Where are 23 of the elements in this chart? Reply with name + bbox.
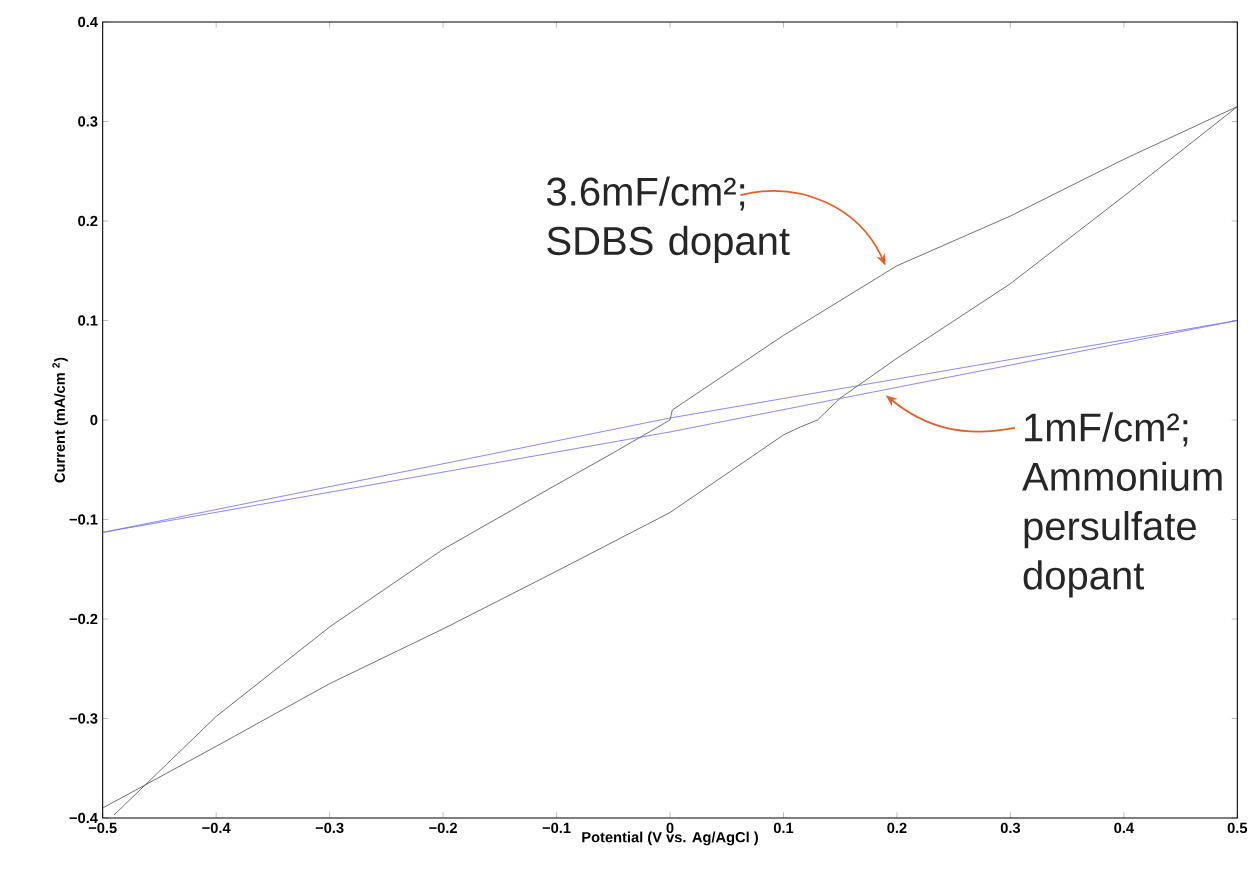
y-tick-label: 0.1 [78, 315, 98, 326]
x-tick-label: −0.5 [88, 822, 117, 834]
y-tick-label: 0.4 [78, 16, 98, 28]
y-tick-label: 0 [90, 414, 98, 426]
x-tick-label: 0.4 [1114, 822, 1134, 834]
y-tick-label: −0.3 [69, 713, 98, 724]
y-axis-title: Current (mA/cm $^{2}$) [52, 357, 68, 483]
x-tick-label: −0.2 [429, 822, 457, 834]
x-tick-label: 0.5 [1227, 822, 1248, 834]
x-tick-label: −0.1 [542, 822, 571, 834]
annotation: 1mF/cm²; Ammonium persulfate dopant [1022, 412, 1222, 598]
x-tick-label: 0.3 [1000, 822, 1021, 834]
x-tick-label: 0.1 [773, 822, 794, 834]
x-tick-label: 0.2 [887, 822, 907, 834]
x-tick-label: −0.4 [202, 822, 231, 834]
y-tick-label: 0.2 [78, 215, 98, 227]
y-tick-label: 0.3 [78, 116, 98, 127]
x-tick-label: 0 [666, 822, 674, 834]
y-tick-label: −0.2 [69, 613, 98, 625]
annotation: 3.6mF/cm²; SDBS dopant [546, 176, 790, 264]
y-tick-label: −0.1 [69, 514, 98, 525]
y-tick-label: −0.4 [69, 812, 98, 824]
x-tick-label: −0.3 [315, 822, 344, 834]
